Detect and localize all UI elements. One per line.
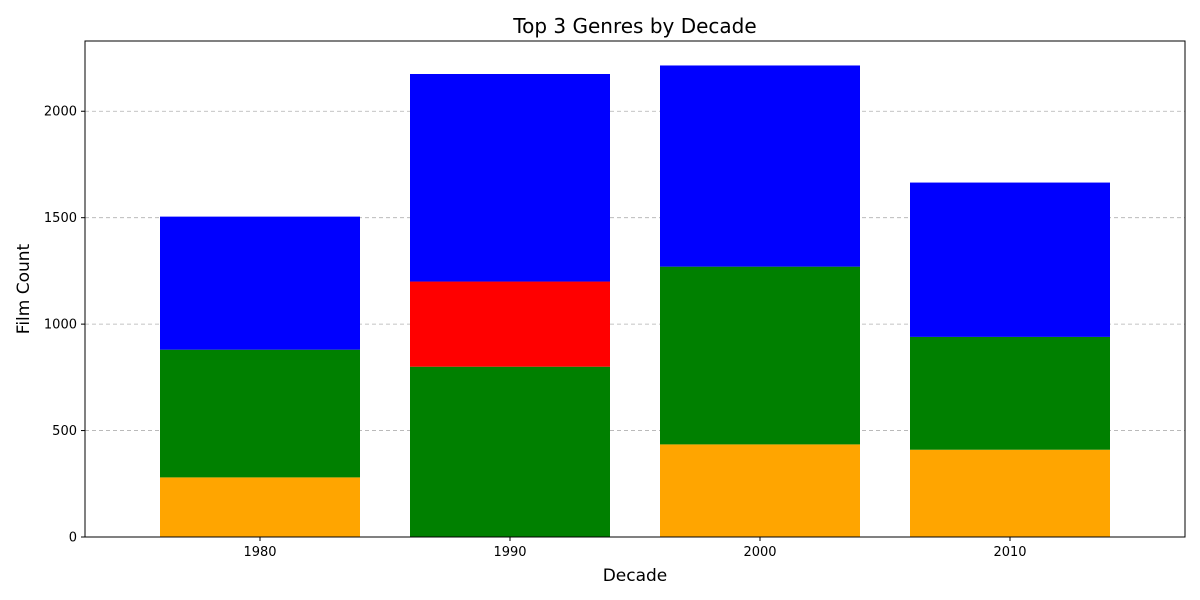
x-tick-label: 2010 — [993, 545, 1026, 560]
bar-segment — [910, 182, 1110, 337]
y-axis-label: Film Count — [14, 243, 34, 334]
x-tick-label: 1980 — [243, 545, 276, 560]
bar-segment — [410, 281, 610, 367]
y-tick-label: 500 — [52, 424, 77, 439]
bar-segment — [160, 477, 360, 537]
y-axis-ticks: 0 500 1000 1500 2000 — [44, 105, 85, 546]
x-tick-label: 1990 — [493, 545, 526, 560]
y-tick-label: 2000 — [44, 105, 77, 120]
plot-frame — [84, 40, 1186, 538]
bar-segment — [410, 73, 610, 282]
bar-segment — [910, 449, 1110, 537]
bar-segment — [910, 336, 1110, 450]
bar-segment — [160, 216, 360, 350]
bar-segment — [660, 266, 860, 445]
bars — [160, 65, 1110, 537]
bar-segment — [660, 444, 860, 537]
x-tick-label: 2000 — [743, 545, 776, 560]
x-axis-ticks: 1980 1990 2000 2010 — [243, 537, 1027, 560]
bar-segment — [410, 366, 610, 537]
y-tick-label: 0 — [69, 531, 77, 546]
y-tick-label: 1500 — [44, 211, 77, 226]
chart-title: Top 3 Genres by Decade — [512, 14, 756, 38]
bar-segment — [660, 65, 860, 267]
x-axis-label: Decade — [603, 566, 668, 586]
y-tick-label: 1000 — [44, 318, 77, 333]
bar-segment — [160, 349, 360, 478]
